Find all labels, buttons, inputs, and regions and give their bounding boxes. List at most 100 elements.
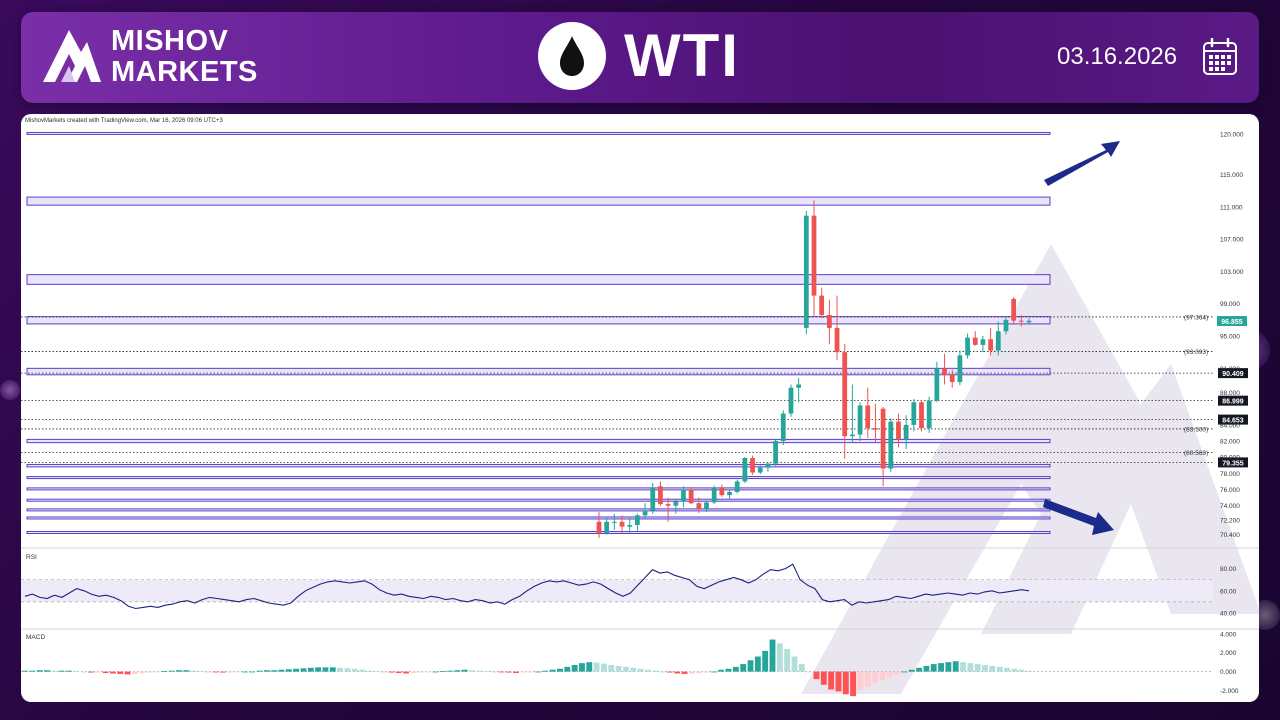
macd-bar bbox=[835, 671, 842, 692]
macd-bar bbox=[608, 665, 615, 672]
candle-body bbox=[1026, 320, 1032, 323]
candle-body bbox=[711, 487, 717, 503]
sr-zone bbox=[26, 508, 1051, 512]
macd-bar bbox=[153, 671, 160, 673]
macd-bar bbox=[139, 671, 146, 674]
macd-bar bbox=[659, 671, 666, 673]
macd-bar bbox=[278, 669, 285, 672]
macd-bar bbox=[190, 670, 197, 672]
macd-bar bbox=[681, 671, 688, 674]
candle-body bbox=[765, 463, 771, 468]
candle-body bbox=[596, 521, 602, 534]
candle-body bbox=[604, 521, 610, 534]
macd-bar bbox=[828, 671, 835, 690]
candle-body bbox=[926, 400, 932, 429]
macd-bar bbox=[271, 670, 278, 672]
macd-bar bbox=[938, 663, 944, 672]
macd-bar bbox=[329, 667, 336, 672]
macd-bar bbox=[249, 671, 256, 673]
macd-bar bbox=[461, 669, 468, 672]
macd-bar bbox=[586, 662, 593, 672]
macd-bar bbox=[908, 669, 915, 672]
candle-body bbox=[757, 467, 763, 473]
candle-body bbox=[957, 355, 963, 383]
macd-bar bbox=[1018, 669, 1025, 672]
candle-body bbox=[696, 503, 702, 509]
brand-name: MISHOV MARKETS bbox=[111, 26, 258, 88]
macd-bar bbox=[124, 671, 131, 675]
sr-zone bbox=[26, 438, 1051, 444]
macd-bar bbox=[820, 671, 827, 685]
watermark-logo bbox=[801, 244, 1259, 694]
macd-bar bbox=[432, 671, 439, 673]
macd-bar bbox=[469, 670, 475, 672]
macd-bar bbox=[131, 671, 138, 674]
macd-bar bbox=[842, 671, 849, 695]
macd-bar bbox=[197, 671, 204, 672]
sr-zone bbox=[26, 131, 1051, 135]
macd-bar bbox=[175, 670, 182, 672]
macd-tick-label: -2.000 bbox=[1220, 688, 1239, 695]
candle-body bbox=[1003, 319, 1009, 332]
macd-bar bbox=[967, 663, 974, 672]
macd-bar bbox=[351, 668, 358, 672]
macd-bar bbox=[110, 671, 116, 674]
macd-bar bbox=[916, 667, 923, 672]
macd-bar bbox=[666, 671, 673, 673]
macd-bar bbox=[95, 671, 102, 673]
y-tick-label: 80.000 bbox=[1220, 455, 1240, 462]
chart-panel: MishovMarkets created with TradingView.c… bbox=[21, 114, 1259, 702]
rsi-title: RSI bbox=[26, 554, 37, 561]
candle-body bbox=[627, 525, 633, 527]
candle-body bbox=[673, 501, 679, 506]
macd-bar bbox=[322, 667, 329, 672]
macd-tick-label: 4.000 bbox=[1220, 631, 1237, 638]
macd-bar bbox=[886, 671, 893, 678]
macd-bar bbox=[571, 665, 578, 672]
rsi-tick-label: 40.00 bbox=[1220, 610, 1237, 617]
macd-bar bbox=[315, 667, 322, 672]
macd-bar bbox=[549, 669, 556, 672]
candle-body bbox=[642, 510, 648, 516]
macd-bar bbox=[58, 670, 65, 672]
macd-bar bbox=[388, 671, 395, 673]
macd-bar bbox=[732, 666, 739, 672]
macd-bar bbox=[447, 670, 453, 672]
candle-body bbox=[911, 402, 917, 425]
oil-drop-icon bbox=[538, 22, 606, 90]
candle-body bbox=[681, 489, 686, 502]
macd-bar bbox=[29, 670, 36, 672]
last-price-label: 96.855 bbox=[1221, 319, 1243, 326]
candle-body bbox=[842, 352, 848, 437]
macd-bar bbox=[872, 671, 879, 683]
y-tick-label: 115.000 bbox=[1220, 172, 1243, 179]
macd-bar bbox=[945, 662, 952, 672]
macd-bar bbox=[168, 670, 175, 672]
macd-bar bbox=[703, 671, 710, 673]
macd-bar bbox=[454, 670, 461, 672]
y-tick-label: 91.000 bbox=[1220, 366, 1240, 373]
candle-body bbox=[873, 428, 878, 430]
macd-bar bbox=[337, 667, 344, 672]
y-tick-label: 82.000 bbox=[1220, 439, 1240, 446]
level-label: (80.569) bbox=[1184, 450, 1208, 457]
macd-bar bbox=[601, 663, 607, 672]
candle-body bbox=[995, 331, 1001, 351]
candle-body bbox=[635, 515, 640, 526]
macd-bar bbox=[593, 662, 600, 672]
macd-bar bbox=[1026, 670, 1032, 672]
level-badge bbox=[1218, 368, 1248, 379]
sr-zone bbox=[26, 274, 1051, 285]
brand-line2: MARKETS bbox=[111, 56, 258, 88]
brand-line1: MISHOV bbox=[111, 25, 229, 57]
macd-bar bbox=[439, 671, 446, 672]
macd-bar bbox=[161, 671, 168, 672]
candle-body bbox=[850, 434, 855, 437]
macd-bar bbox=[894, 671, 901, 675]
macd-bar bbox=[227, 671, 234, 673]
macd-bar bbox=[747, 660, 754, 672]
arrow-down-right-icon bbox=[1043, 499, 1114, 535]
macd-bar bbox=[923, 665, 930, 672]
level-badge bbox=[1218, 457, 1248, 468]
calendar-icon bbox=[1203, 38, 1237, 75]
